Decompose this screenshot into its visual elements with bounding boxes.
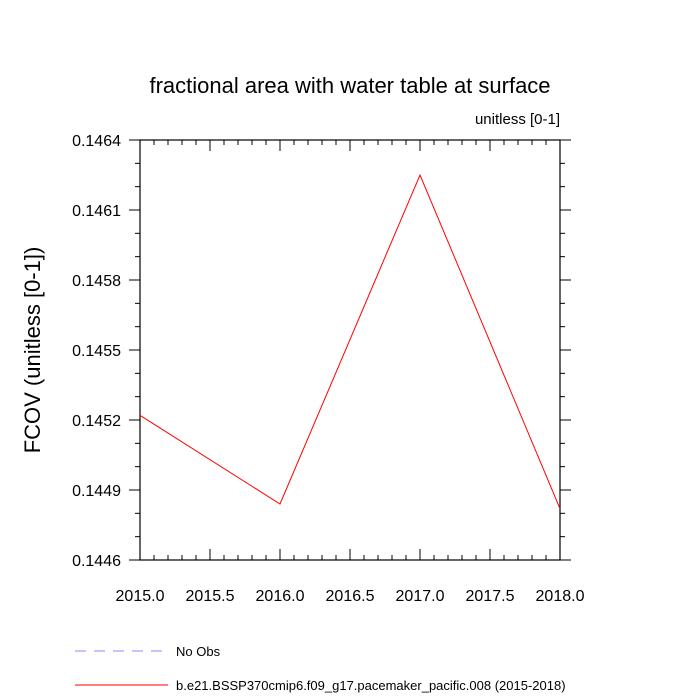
y-tick-label: 0.1446 [72, 553, 121, 570]
x-axis-ticks [139, 140, 561, 560]
y-tick-label: 0.1464 [72, 133, 121, 150]
x-tick-label: 2018.0 [536, 588, 585, 605]
y-tick-label: 0.1449 [72, 483, 121, 500]
series-line-0 [139, 173, 561, 509]
x-axis-tick-labels: 2015.0 2015.5 2016.0 2016.5 2017.0 2017.5 2018… [116, 588, 585, 605]
x-tick-label: 2015.0 [116, 588, 165, 605]
legend-label-no-obs: No Obs [176, 644, 221, 659]
chart-subtitle: unitless [0-1] [475, 111, 560, 128]
x-tick-label: 2017.5 [466, 588, 515, 605]
y-axis-tick-labels: 0.1446 0.1449 0.1452 0.1455 0.1458 0.1461 0.14… [72, 133, 121, 570]
y-tick-label: 0.1452 [72, 413, 121, 430]
legend-label-model-run: b.e21.BSSP370cmip6.f09_g17.pacemaker_pac… [176, 678, 566, 693]
y-tick-label: 0.1458 [72, 273, 121, 290]
y-tick-label: 0.1461 [72, 203, 121, 220]
chart-title: fractional area with water table at surf… [149, 73, 550, 98]
y-tick-label: 0.1455 [72, 343, 121, 360]
x-tick-label: 2016.0 [256, 588, 305, 605]
y-axis-label: FCOV (unitless [0-1]) [20, 247, 45, 454]
x-tick-label: 2015.5 [186, 588, 235, 605]
x-tick-label: 2017.0 [396, 588, 445, 605]
plot-frame [139, 139, 561, 561]
legend: No Obs b.e21.BSSP370cmip6.f09_g17.pacema… [75, 644, 566, 693]
series-group [139, 173, 561, 509]
x-tick-label: 2016.5 [326, 588, 375, 605]
y-axis-ticks [129, 139, 571, 561]
